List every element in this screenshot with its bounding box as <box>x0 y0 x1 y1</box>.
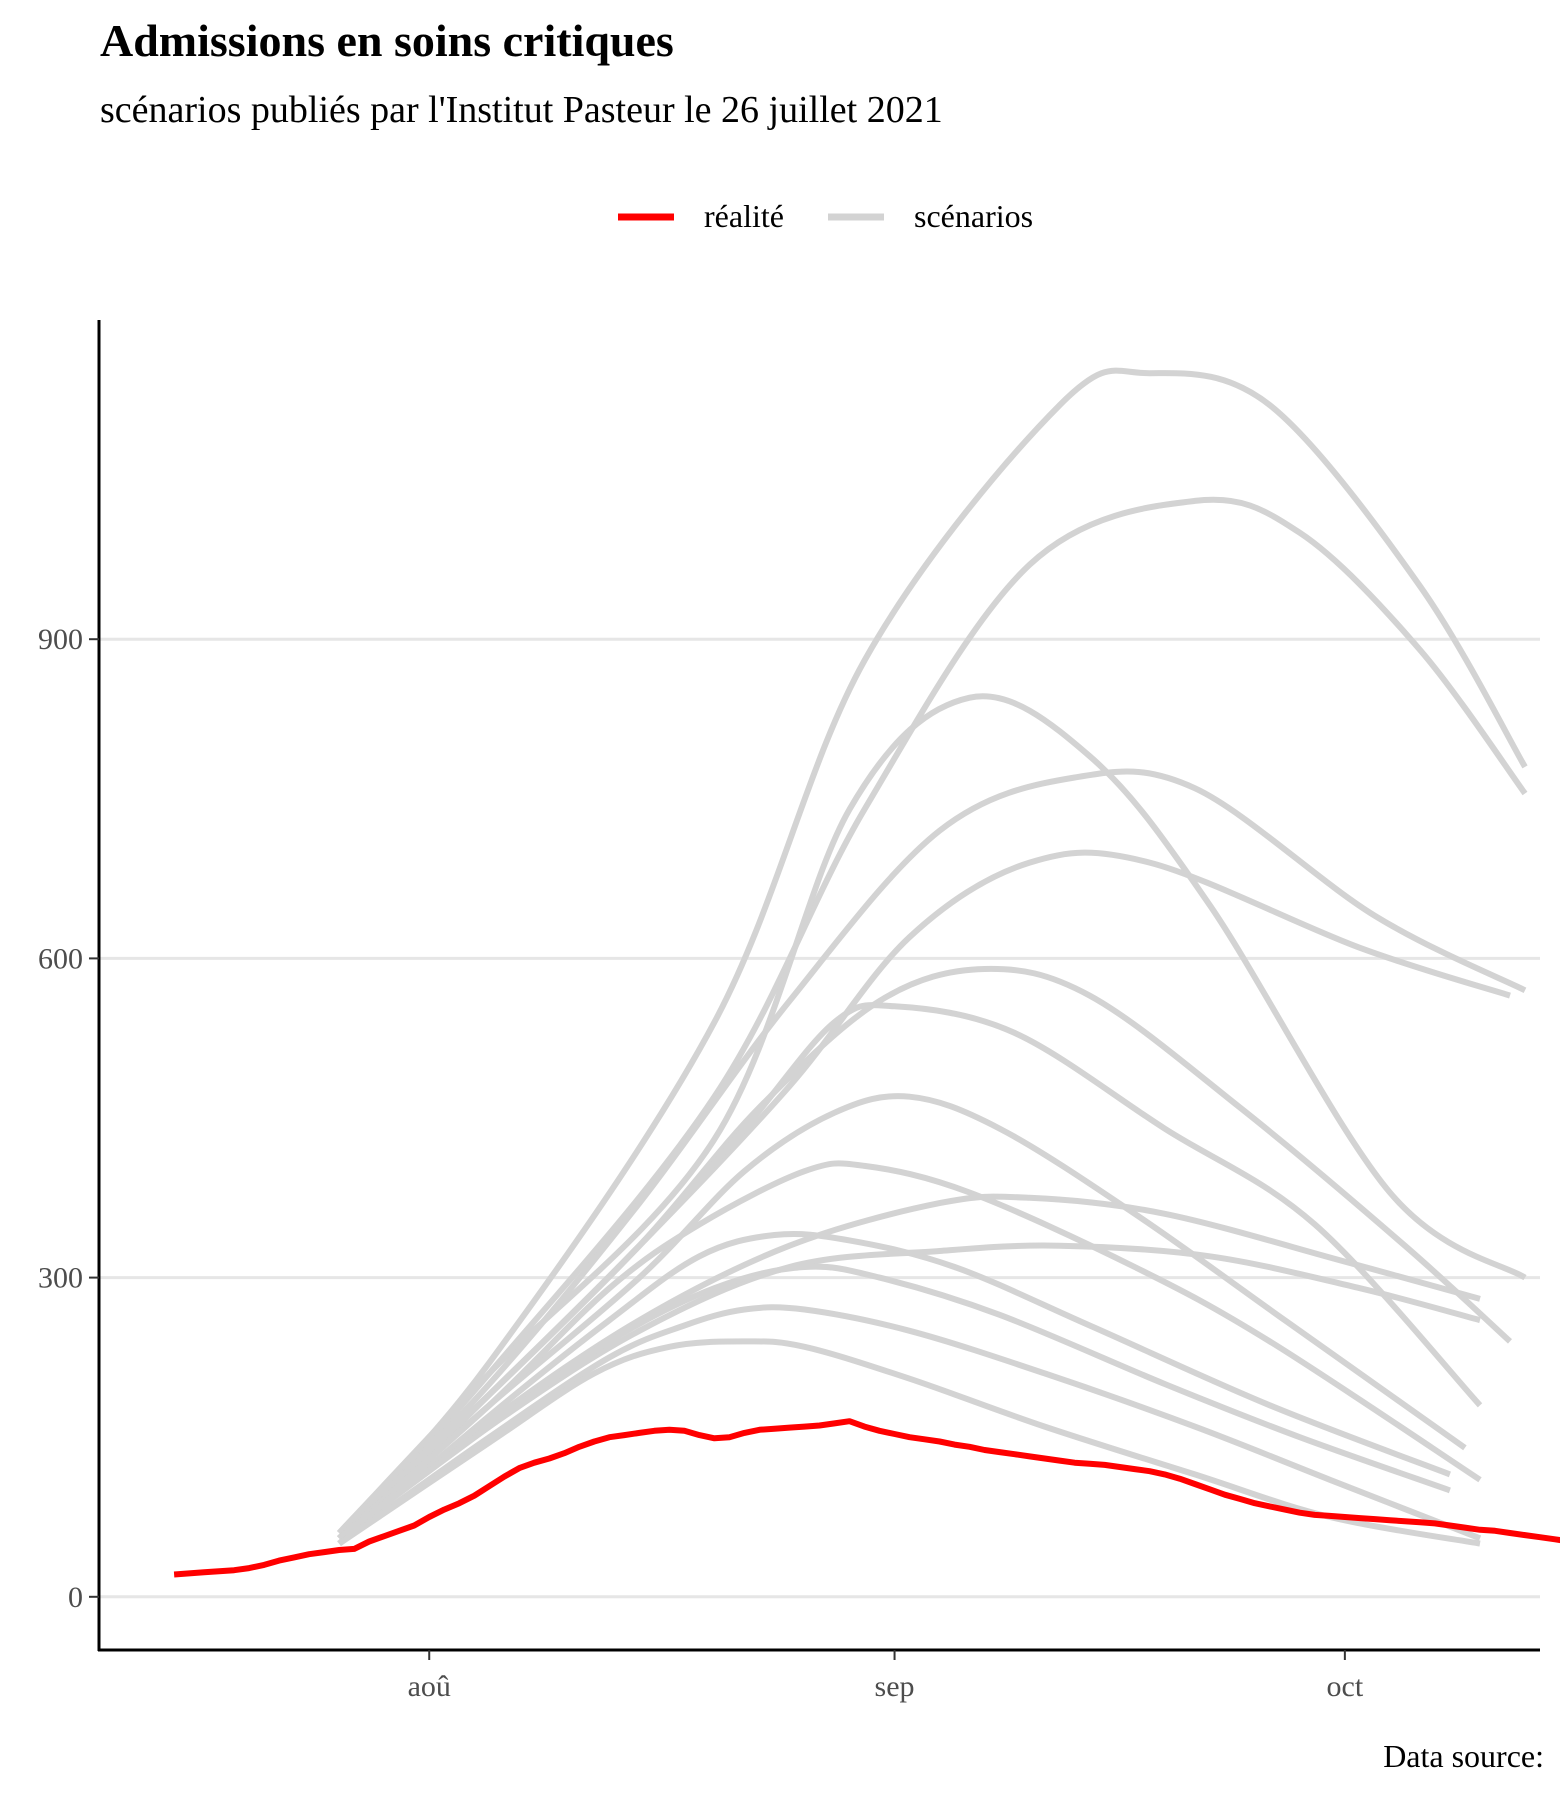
x-tick-label-aoû: aoû <box>408 1670 451 1703</box>
chart-title: Admissions en soins critiques <box>100 15 674 66</box>
x-tick-label-sep: sep <box>875 1670 915 1703</box>
scenario-line-14 <box>337 1304 1482 1547</box>
reality-line <box>173 1418 1560 1578</box>
y-tick-label-300: 300 <box>38 1262 83 1295</box>
scenario-line-10 <box>337 1231 1451 1546</box>
scenario-line-12 <box>337 1242 1481 1541</box>
scenario-line-5 <box>337 849 1511 1541</box>
scenario-line-4 <box>337 768 1527 1541</box>
y-tick-label-900: 900 <box>38 623 83 656</box>
x-tick-label-oct: oct <box>1327 1670 1364 1703</box>
chart-subtitle: scénarios publiés par l'Institut Pasteur… <box>100 89 943 131</box>
tick-labels: 0 300 600 900 aoû sep oct <box>38 623 1364 1703</box>
y-tick-label-0: 0 <box>68 1581 83 1614</box>
legend-label-scenarios: scénarios <box>914 198 1033 234</box>
scenario-line-13 <box>337 1263 1451 1541</box>
scenario-line-11 <box>337 1193 1481 1541</box>
gridlines <box>99 637 1540 1599</box>
scenario-line-15 <box>337 1338 1481 1547</box>
reality-line-group <box>173 1418 1560 1578</box>
y-tick-label-600: 600 <box>38 942 83 975</box>
source-caption: Data source: <box>1383 1738 1544 1774</box>
scenario-line-2 <box>336 496 1528 1541</box>
legend-label-reality: réalité <box>704 198 784 234</box>
legend: réalité scénarios <box>618 198 1033 234</box>
axes <box>97 320 1540 1652</box>
scenario-line-1 <box>336 367 1528 1535</box>
scenario-line-7 <box>337 1002 1483 1536</box>
scenario-line-8 <box>337 1093 1467 1541</box>
scenario-line-9 <box>337 1160 1482 1541</box>
scenario-lines <box>336 367 1528 1547</box>
